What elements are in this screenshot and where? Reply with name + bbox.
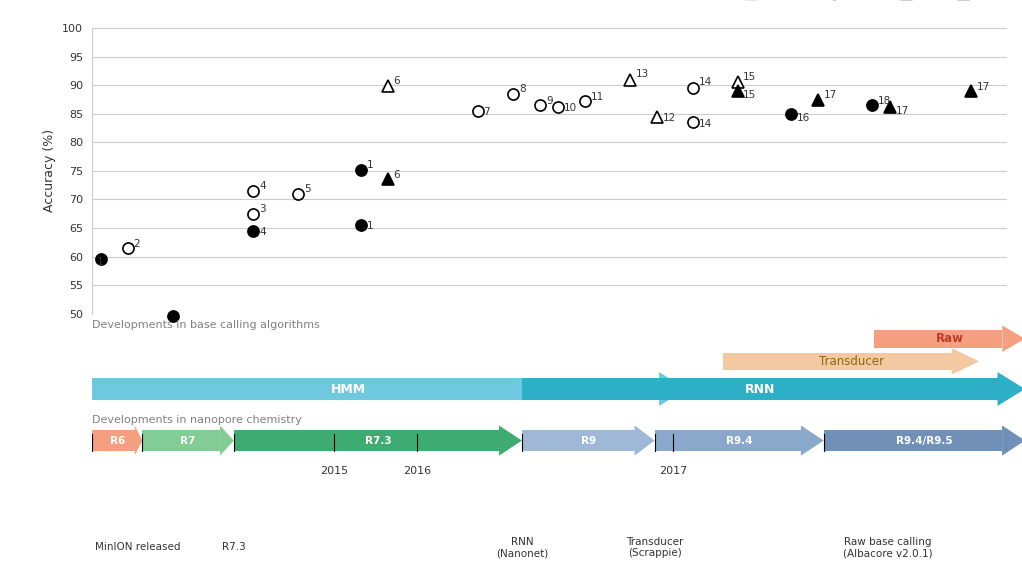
Text: RNN: RNN	[744, 383, 775, 396]
Text: 3: 3	[259, 205, 266, 214]
Polygon shape	[1003, 325, 1022, 352]
Polygon shape	[997, 372, 1022, 406]
Bar	[824, 431, 1003, 451]
Text: HMM: HMM	[330, 383, 366, 396]
Text: 4: 4	[259, 181, 266, 192]
Polygon shape	[499, 425, 522, 455]
Text: 16: 16	[797, 113, 810, 123]
Bar	[234, 431, 499, 451]
Bar	[522, 377, 997, 401]
Y-axis label: Accuracy (%): Accuracy (%)	[43, 129, 56, 212]
Text: 17: 17	[976, 81, 989, 92]
Text: R7.3: R7.3	[365, 436, 391, 446]
Text: 6: 6	[393, 170, 400, 180]
Text: Developments in base calling algorithms: Developments in base calling algorithms	[92, 320, 320, 330]
Text: 4: 4	[259, 227, 266, 237]
Polygon shape	[135, 425, 142, 455]
Text: 7: 7	[483, 107, 490, 117]
Text: Raw: Raw	[935, 332, 964, 345]
Polygon shape	[659, 372, 687, 406]
Text: 18: 18	[878, 96, 891, 106]
Text: R9.4: R9.4	[726, 436, 752, 446]
Legend: Median, Mean, 1D, 2D: Median, Mean, 1D, 2D	[734, 0, 1001, 5]
Text: 15: 15	[743, 90, 756, 100]
Bar	[92, 431, 135, 451]
Text: Developments in nanopore chemistry: Developments in nanopore chemistry	[92, 415, 301, 425]
Text: R9.4/R9.5: R9.4/R9.5	[896, 436, 953, 446]
Text: MinION released: MinION released	[95, 542, 181, 553]
Text: 11: 11	[591, 92, 604, 102]
Text: R7.3: R7.3	[222, 542, 245, 553]
Text: 8: 8	[519, 85, 525, 94]
Bar	[142, 431, 220, 451]
Text: 17: 17	[895, 106, 909, 116]
Text: 5: 5	[304, 184, 311, 194]
Text: 13: 13	[636, 69, 649, 79]
Text: 14: 14	[698, 77, 711, 88]
Text: Transducer
(Scrappie): Transducer (Scrappie)	[625, 537, 683, 558]
Bar	[724, 353, 951, 370]
Text: 1: 1	[367, 221, 373, 231]
Text: Transducer: Transducer	[819, 355, 884, 368]
Text: 10: 10	[564, 103, 577, 113]
Text: 12: 12	[662, 113, 676, 123]
Text: 2: 2	[134, 238, 140, 249]
Text: 14: 14	[698, 119, 711, 129]
Text: 2016: 2016	[403, 466, 430, 476]
Text: R6: R6	[109, 436, 125, 446]
Polygon shape	[951, 348, 979, 375]
Text: 9: 9	[546, 96, 553, 106]
Polygon shape	[1003, 425, 1022, 455]
Text: 1: 1	[367, 160, 373, 171]
Text: 6: 6	[393, 76, 400, 86]
Text: Raw base calling
(Albacore v2.0.1): Raw base calling (Albacore v2.0.1)	[843, 537, 932, 558]
Bar	[92, 377, 659, 401]
Polygon shape	[801, 425, 824, 455]
Polygon shape	[635, 425, 654, 455]
Text: 1: 1	[97, 257, 103, 267]
Text: 2017: 2017	[659, 466, 687, 476]
Bar	[654, 431, 801, 451]
Text: 15: 15	[743, 72, 756, 82]
Text: RNN
(Nanonet): RNN (Nanonet)	[496, 537, 548, 558]
Polygon shape	[220, 425, 234, 455]
Text: 17: 17	[824, 90, 837, 100]
Text: 2015: 2015	[320, 466, 349, 476]
Text: R9: R9	[580, 436, 596, 446]
Bar	[874, 330, 1003, 347]
Bar	[522, 431, 635, 451]
Text: R7: R7	[180, 436, 195, 446]
